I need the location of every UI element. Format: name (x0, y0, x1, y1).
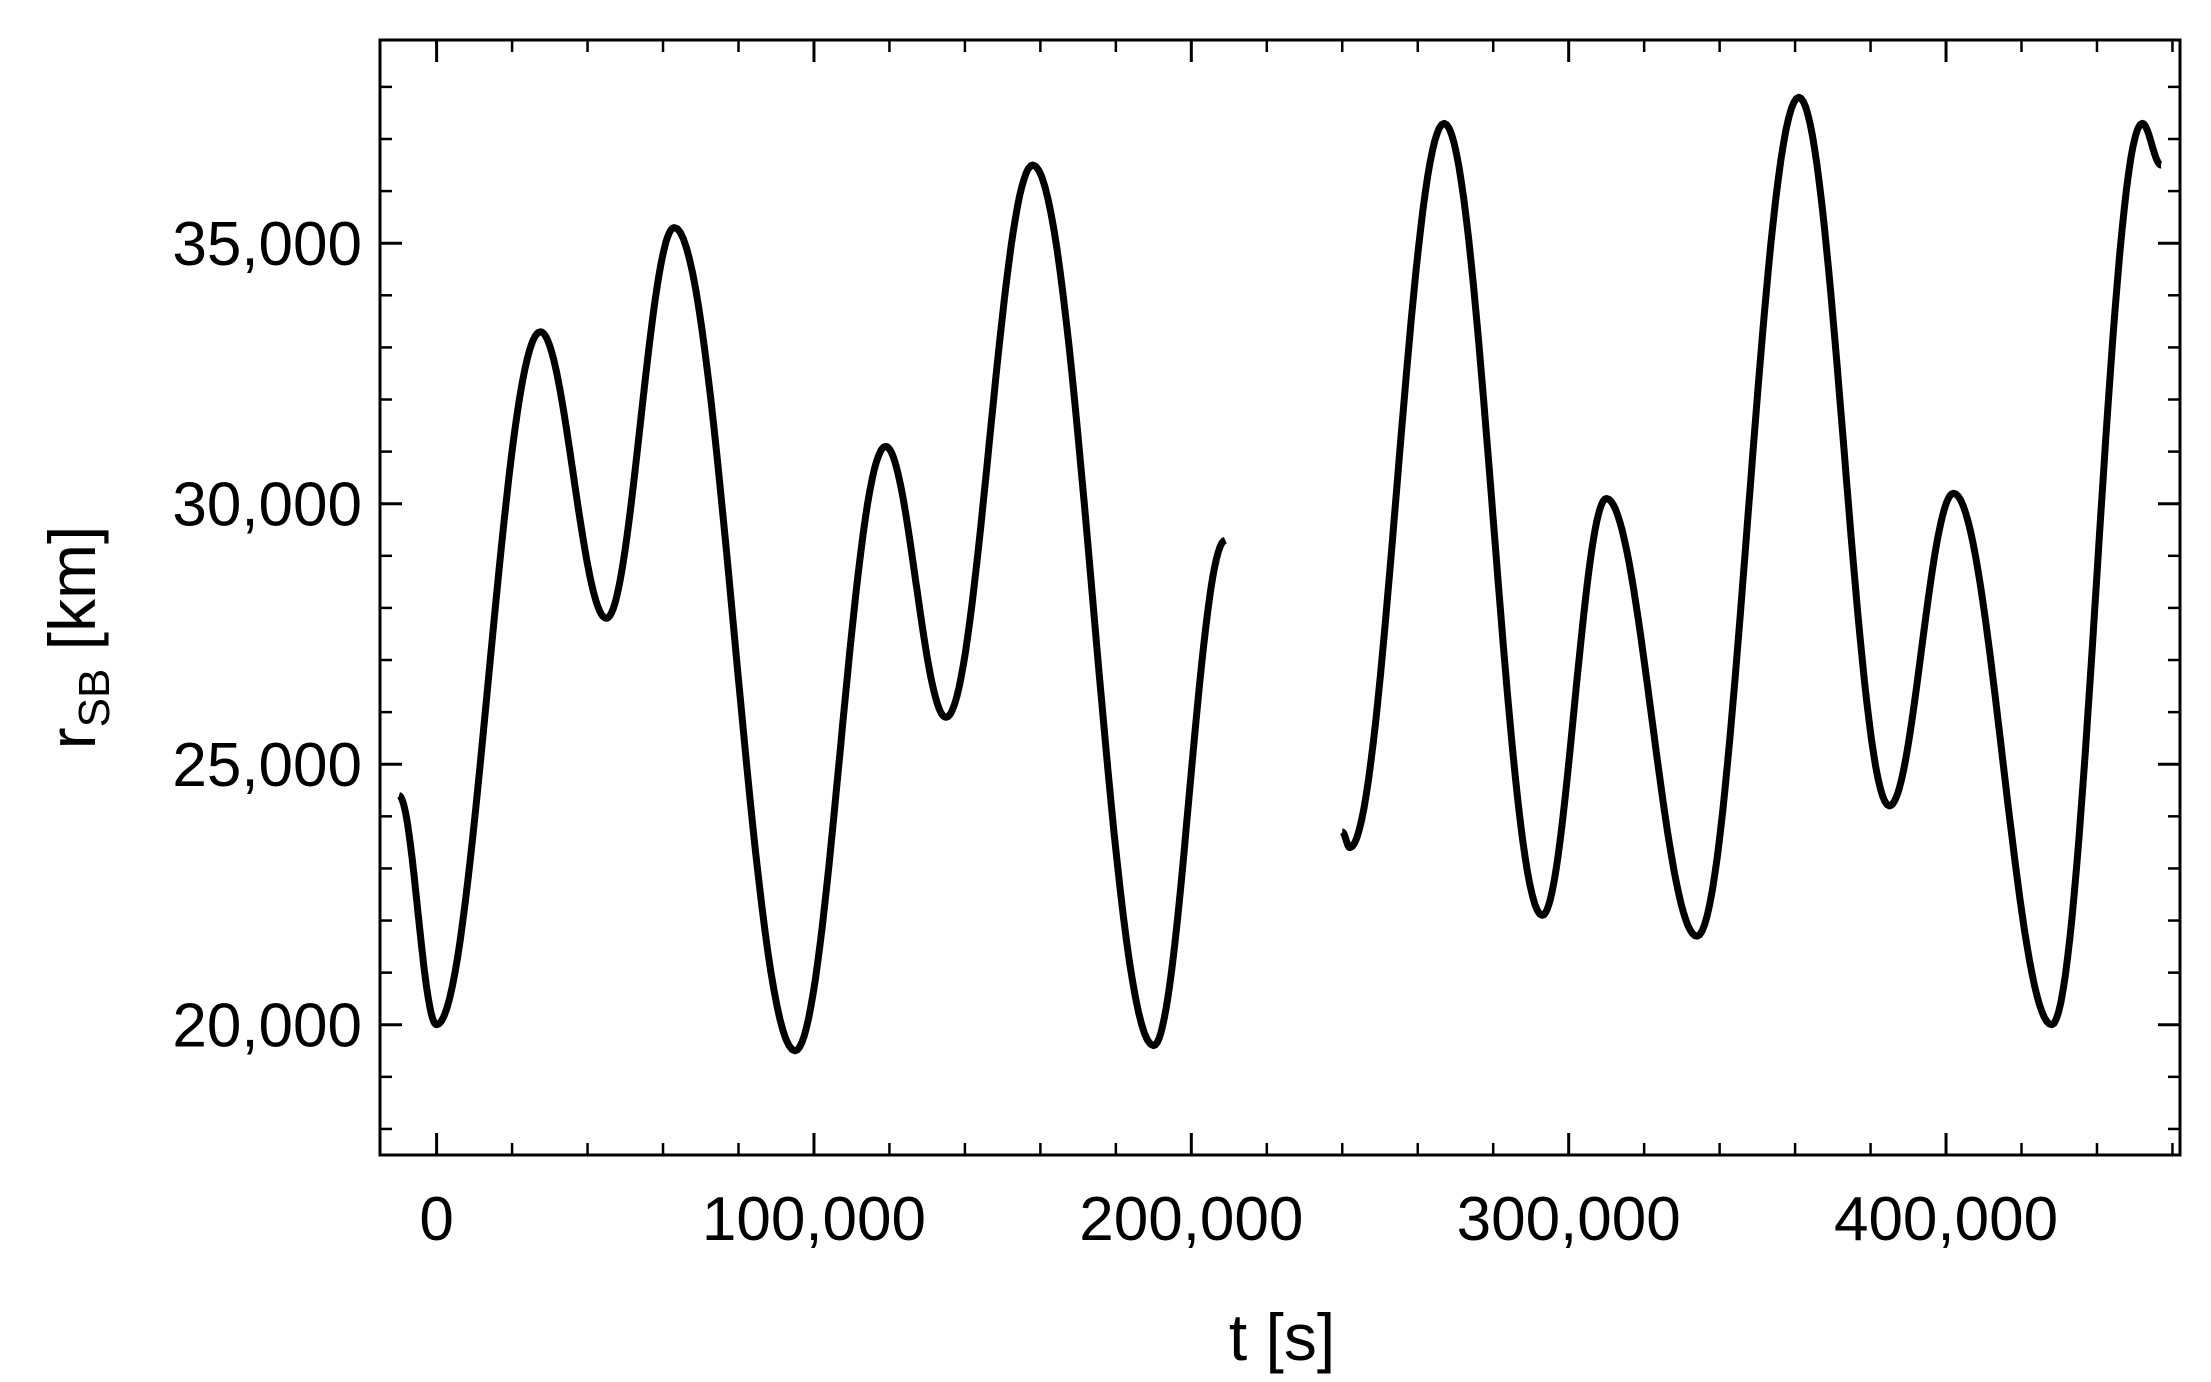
series-line-2 (1339, 93, 2165, 1029)
y-tick-label: 30,000 (172, 471, 362, 540)
y-tick-label: 20,000 (172, 992, 362, 1061)
y-tick-label: 25,000 (172, 731, 362, 800)
y-axis-title-main: r (35, 727, 109, 749)
x-tick-labels: 0 100,000 200,000 300,000 400,000 (419, 1185, 2058, 1254)
x-tick-label: 300,000 (1457, 1185, 1681, 1254)
series-line-1 (396, 161, 1227, 1055)
y-axis-title-unit: [km] (35, 526, 109, 669)
series-layer (396, 93, 2165, 1055)
x-axis-title: t [s] (1229, 1300, 1335, 1374)
plot-frame (378, 38, 2182, 1157)
minor-ticks (380, 40, 2180, 1155)
y-axis-title: rSB [km] (35, 526, 119, 750)
x-tick-label: 0 (419, 1185, 453, 1254)
y-axis-title-sub: SB (70, 669, 119, 728)
y-tick-labels: 20,000 25,000 30,000 35,000 (172, 210, 362, 1061)
x-tick-label: 400,000 (1834, 1185, 2058, 1254)
major-ticks (380, 40, 2180, 1155)
x-tick-label: 200,000 (1079, 1185, 1303, 1254)
x-tick-label: 100,000 (702, 1185, 926, 1254)
y-tick-label: 35,000 (172, 210, 362, 279)
